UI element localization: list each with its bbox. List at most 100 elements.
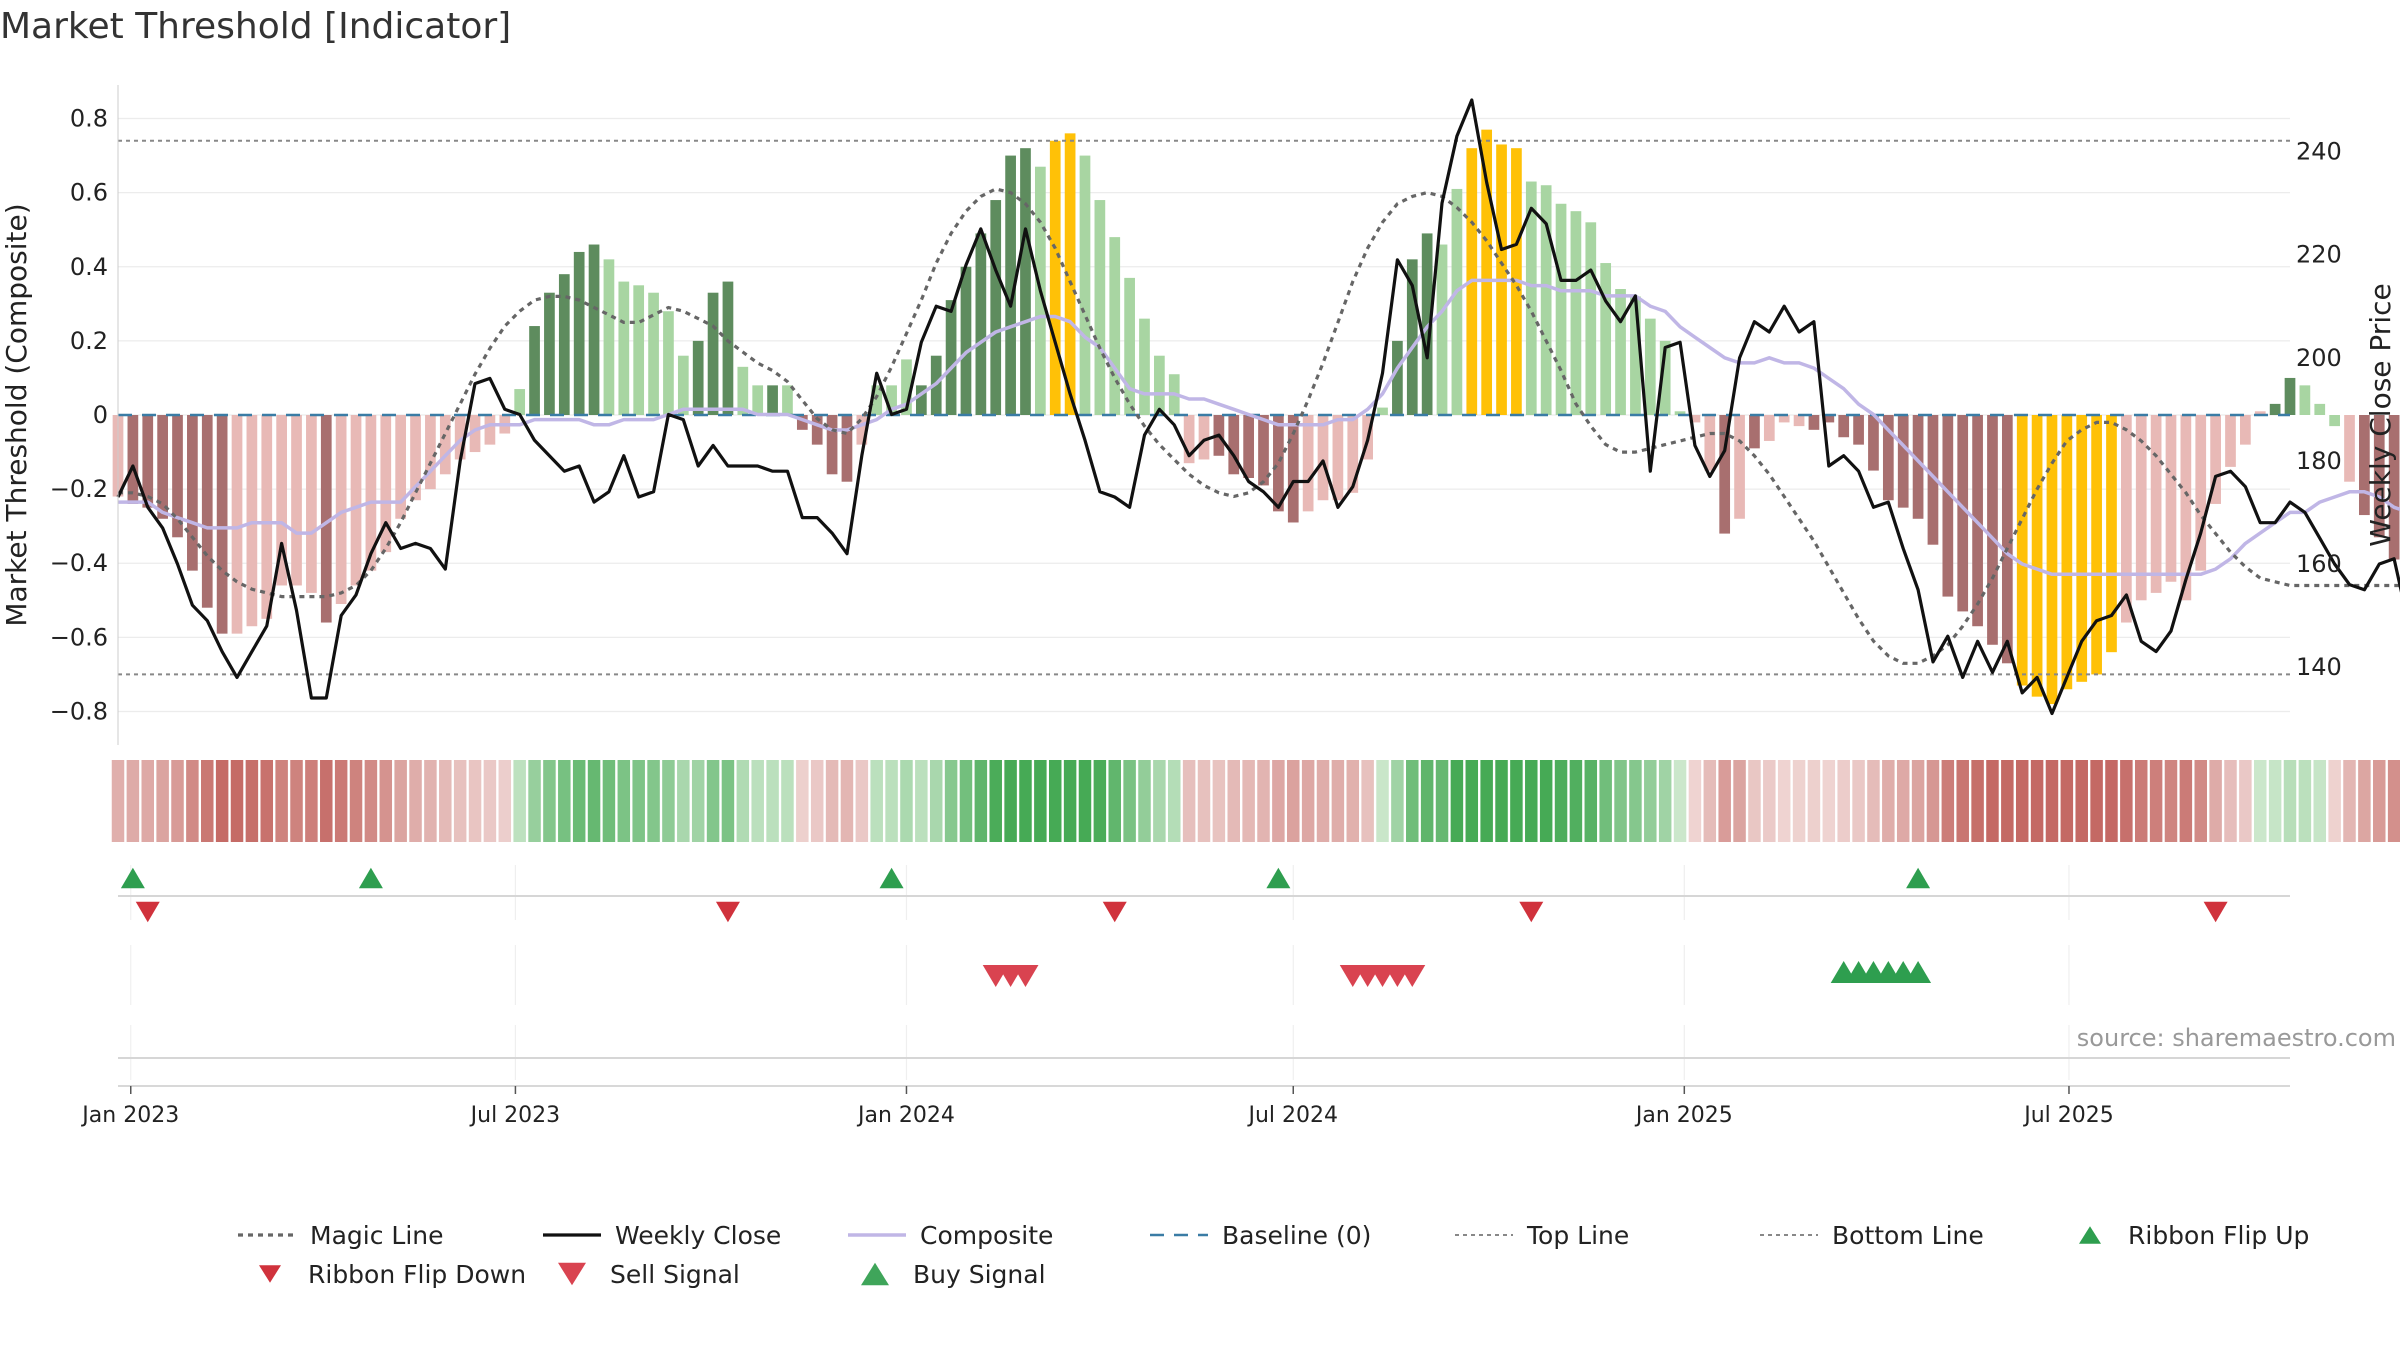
ribbon-cell [2149, 760, 2163, 842]
y-right-tick-label: 160 [2296, 550, 2342, 578]
ribbon-cell [736, 760, 750, 842]
x-tick-label: Jul 2025 [2022, 1103, 2114, 1128]
composite-bar [1287, 415, 1299, 523]
ribbon-cell [1837, 760, 1850, 842]
composite-bar [365, 415, 377, 571]
y-left-tick-label: 0.2 [70, 327, 108, 355]
ribbon-cell [572, 760, 586, 842]
ribbon-cell [662, 760, 675, 842]
composite-bars [112, 129, 2400, 705]
ribbon-cell [1569, 760, 1583, 842]
composite-bar [261, 415, 273, 619]
composite-bar [2373, 415, 2385, 538]
ribbon-cell [141, 760, 155, 842]
composite-bar [767, 385, 778, 415]
ribbon-cell [1688, 760, 1702, 842]
composite-bar [1049, 140, 1061, 415]
composite-bar [752, 385, 764, 415]
composite-bar [1734, 415, 1745, 519]
composite-bar [603, 259, 615, 415]
composite-bar [1853, 415, 1864, 445]
ribbon-cell [513, 760, 526, 842]
source-label: source: sharemaestro.com [2077, 1024, 2396, 1052]
composite-bar [187, 415, 198, 571]
composite-bar [425, 415, 436, 490]
composite-bar [454, 415, 466, 460]
ribbon-cell [2179, 760, 2193, 842]
ribbon-cell [528, 760, 541, 842]
legend: Magic Line Weekly Close Composite Baseline … [238, 1221, 2309, 1289]
y-right-tick-label: 220 [2296, 241, 2342, 269]
ribbon-cell [1480, 760, 1493, 842]
legend-item: Sell Signal [558, 1260, 740, 1289]
composite-bar [722, 281, 734, 415]
y-right-tick-label: 240 [2296, 138, 2342, 166]
ribbon-cell [989, 760, 1002, 842]
ribbon-cell [691, 760, 705, 842]
composite-bar [1392, 340, 1403, 415]
ribbon-cell [2358, 760, 2371, 842]
y-left-tick-label: −0.6 [50, 623, 108, 651]
ribbon-cell [1926, 760, 1940, 842]
ribbon-cell [394, 760, 407, 842]
ribbon-cell [1167, 760, 1181, 842]
legend-item: Top Line [1455, 1221, 1629, 1250]
composite-bar [2195, 415, 2207, 571]
legend-label: Ribbon Flip Down [308, 1260, 526, 1289]
composite-bar [1689, 415, 1701, 423]
ribbon-cell [1450, 760, 1464, 842]
x-tick-label: Jan 2023 [80, 1103, 179, 1128]
composite-bar [2329, 415, 2340, 427]
composite-bar [1659, 340, 1671, 415]
axes-layer: 0.8 0.6 0.4 0.2 0 −0.2 −0.4 −0.6 −0.8 240 220 200 18… [0, 85, 2397, 745]
ribbon-cell [1896, 760, 1910, 842]
ribbon-cell [1584, 760, 1598, 842]
composite-bar [1719, 415, 1731, 534]
ribbon-cell [900, 760, 913, 842]
ribbon-cell [870, 760, 883, 842]
composite-bar [1079, 155, 1091, 415]
composite-bar [1749, 415, 1760, 449]
ribbon-cell [647, 760, 660, 842]
composite-bar [291, 415, 302, 586]
legend-item: Composite [848, 1221, 1053, 1250]
ribbon-cell [915, 760, 928, 842]
ribbon-cell [1792, 760, 1806, 842]
ribbon-cell [2060, 760, 2074, 842]
composite-bar [1555, 203, 1567, 415]
composite-bar [2046, 415, 2058, 705]
composite-bar [1154, 355, 1165, 415]
composite-bar [2240, 415, 2251, 445]
composite-bar [1139, 318, 1150, 415]
composite-bar [157, 415, 168, 519]
ribbon-cell [2090, 760, 2103, 842]
legend-item: Magic Line [238, 1221, 444, 1250]
y-left-tick-label: 0.6 [70, 179, 108, 207]
composite-bar [886, 385, 897, 415]
ribbon-cell [1867, 760, 1880, 842]
composite-bar [573, 251, 585, 415]
composite-bar [692, 340, 704, 415]
composite-bar [633, 285, 645, 415]
ribbon-cell [245, 760, 259, 842]
composite-bar [1600, 263, 1612, 415]
ribbon-strip [111, 760, 2400, 842]
composite-bar [871, 385, 883, 415]
legend-item: Baseline (0) [1150, 1221, 1371, 1250]
composite-bar [960, 266, 972, 415]
y-right-axis-title: Weekly Close Price [2364, 283, 2397, 546]
composite-bar [663, 311, 674, 415]
ribbon-cell [201, 760, 214, 842]
ribbon-cell [2194, 760, 2207, 842]
ribbon-cell [944, 760, 958, 842]
composite-bar [1525, 181, 1537, 415]
ribbon-cell [781, 760, 794, 842]
ribbon-cell [1227, 760, 1241, 842]
composite-bar [1912, 415, 1924, 519]
x-tick-label: Jan 2025 [1634, 1103, 1733, 1128]
composite-bar [142, 415, 154, 508]
ribbon-cell [2224, 760, 2237, 842]
composite-bar [1243, 415, 1254, 478]
legend-label: Top Line [1526, 1221, 1629, 1250]
